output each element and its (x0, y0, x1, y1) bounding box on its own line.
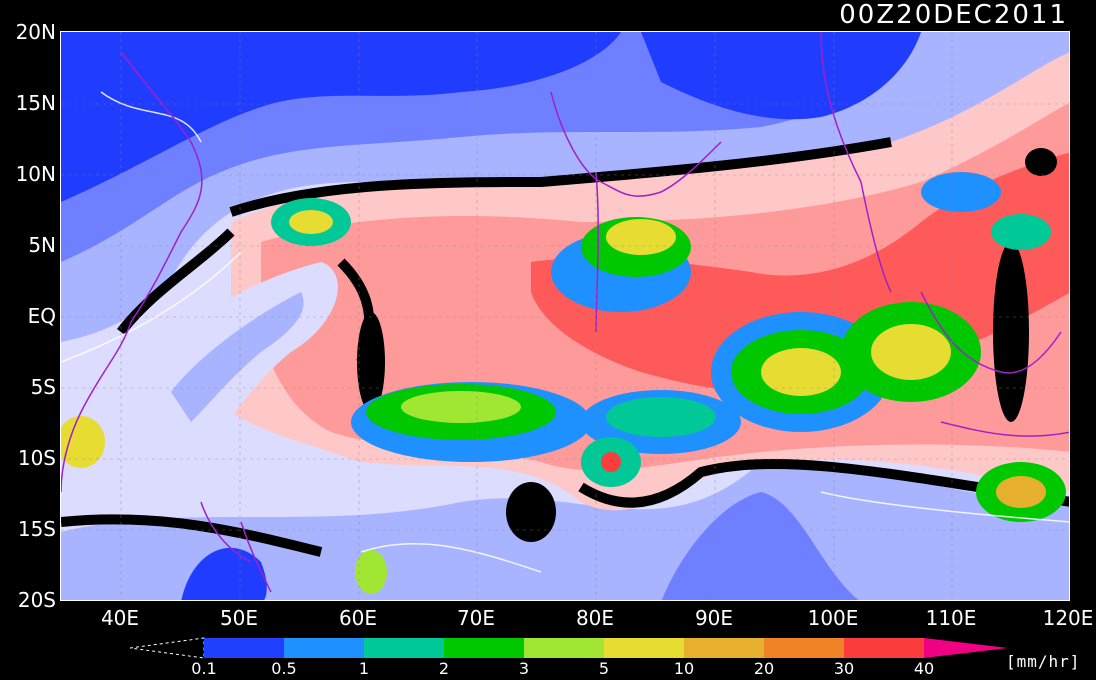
lat-label: EQ (27, 304, 56, 328)
colorbar-label: 2 (438, 659, 450, 678)
colorbar-high-triangle (924, 638, 1008, 658)
lon-label: 60E (338, 606, 378, 630)
null-patches (357, 148, 1057, 542)
precipitation-map (60, 31, 1070, 601)
lon-label: 100E (807, 606, 859, 630)
colorbar-label: 30 (833, 659, 855, 678)
map-title: 00Z20DEC2011 (839, 0, 1068, 30)
colorbar-box (844, 638, 924, 658)
lat-label: 5N (28, 233, 56, 257)
colorbar-box (284, 638, 364, 658)
colorbar-label: 3 (518, 659, 530, 678)
gridlines (61, 32, 1069, 600)
northern-deepest-dry (61, 32, 621, 202)
lat-label: 10N (15, 162, 56, 186)
southern-deep-dry (661, 492, 859, 600)
colorbar-box (444, 638, 524, 658)
lat-label: 20S (17, 588, 56, 612)
colorbar (130, 637, 1008, 659)
colorbar-box (684, 638, 764, 658)
colorbar-box (204, 638, 284, 658)
lat-label: 20N (15, 20, 56, 44)
colorbar-box (524, 638, 604, 658)
colorbar-unit: [mm/hr] (1006, 652, 1081, 671)
lat-label: 15S (17, 517, 56, 541)
white-contours (61, 91, 1069, 573)
colorbar-label: 10 (673, 659, 695, 678)
lat-label: 5S (30, 375, 56, 399)
lon-label: 90E (694, 606, 734, 630)
lon-label: 120E (1042, 606, 1094, 630)
colorbar-box (764, 638, 844, 658)
colorbar-box (604, 638, 684, 658)
lon-label: 50E (219, 606, 259, 630)
western-dry-inner (171, 292, 304, 422)
lon-label: 40E (100, 606, 140, 630)
lat-label: 15N (15, 91, 56, 115)
convective-cells (61, 172, 1066, 594)
colorbar-label: 20 (753, 659, 775, 678)
colorbar-low-triangle (130, 637, 205, 659)
coastlines (61, 32, 1069, 593)
colorbar-label: 0.5 (271, 659, 297, 678)
colorbar-label: 1 (358, 659, 370, 678)
southern-deepest-dry (181, 547, 267, 600)
arabian-deep-dry (641, 32, 921, 120)
colorbar-label: 5 (598, 659, 610, 678)
colorbar-label: 0.1 (191, 659, 217, 678)
lon-label: 70E (456, 606, 496, 630)
lon-label: 80E (575, 606, 615, 630)
colorbar-box (364, 638, 444, 658)
colorbar-label: 40 (913, 659, 935, 678)
lat-label: 10S (17, 446, 56, 470)
map-field (61, 32, 1069, 600)
lon-label: 110E (925, 606, 977, 630)
